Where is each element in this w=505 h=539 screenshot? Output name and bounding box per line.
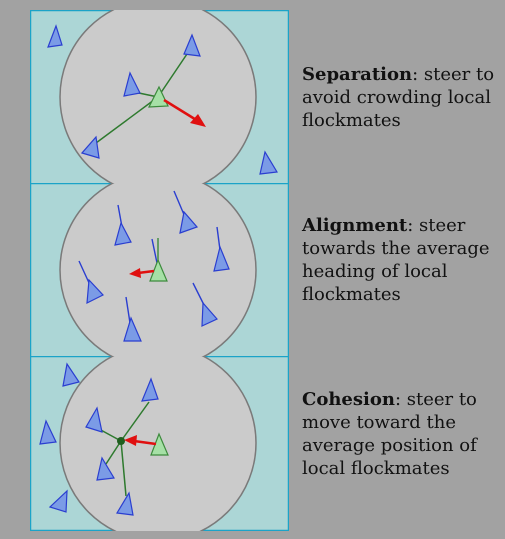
boid-triangle-icon <box>39 362 159 516</box>
boid-triangle-icon <box>179 210 199 234</box>
boid-triangle-icon <box>116 491 134 516</box>
boid-triangle-icon <box>80 135 100 159</box>
cohesion-caption: Cohesion: steer to move toward the avera… <box>302 388 497 480</box>
alignment-diagram <box>30 183 289 358</box>
neighbor-links <box>98 401 150 497</box>
boid-triangle-icon <box>47 24 278 175</box>
boid-triangle-icon <box>62 362 80 387</box>
centroid-dot-icon <box>117 437 125 445</box>
alignment-term: Alignment <box>302 215 408 236</box>
boid-triangle-icon <box>213 245 230 272</box>
separation-term: Separation <box>302 64 413 85</box>
separation-caption: Separation: steer to avoid crowding loca… <box>302 63 497 132</box>
boid-triangle-icon <box>39 419 57 445</box>
alignment-caption: Alignment: steer towards the average hea… <box>302 214 497 306</box>
boid-triangle-icon <box>47 24 63 48</box>
cohesion-description: : steer to move toward the average posit… <box>302 389 477 479</box>
steer-arrow-icon <box>163 98 206 127</box>
focus-boid-triangle-icon <box>148 85 169 108</box>
boid-triangle-icon <box>86 210 230 342</box>
boid-triangle-icon <box>96 456 115 481</box>
boid-triangle-icon <box>141 377 159 402</box>
steer-arrow-icon <box>129 268 155 278</box>
alignment-description: : steer towards the average heading of l… <box>302 215 490 305</box>
boid-triangle-icon <box>86 278 104 305</box>
separation-diagram <box>30 10 289 185</box>
boid-triangle-icon <box>201 301 218 327</box>
boid-triangle-icon <box>85 406 103 433</box>
boid-triangle-icon <box>114 221 132 246</box>
cohesion-panel <box>30 356 289 531</box>
cohesion-term: Cohesion <box>302 389 395 410</box>
boid-triangle-icon <box>123 316 142 342</box>
heading-lines <box>78 190 221 324</box>
boid-triangle-icon <box>183 33 201 57</box>
boid-triangle-icon <box>123 71 141 97</box>
separation-panel <box>30 10 289 185</box>
cohesion-diagram <box>30 356 289 531</box>
boid-triangle-icon <box>259 150 278 175</box>
focus-boid-triangle-icon <box>149 258 168 282</box>
steer-arrow-icon <box>124 435 157 446</box>
alignment-panel <box>30 183 289 358</box>
separation-description: : steer to avoid crowding local flockmat… <box>302 64 495 131</box>
boid-triangle-icon <box>48 489 68 513</box>
